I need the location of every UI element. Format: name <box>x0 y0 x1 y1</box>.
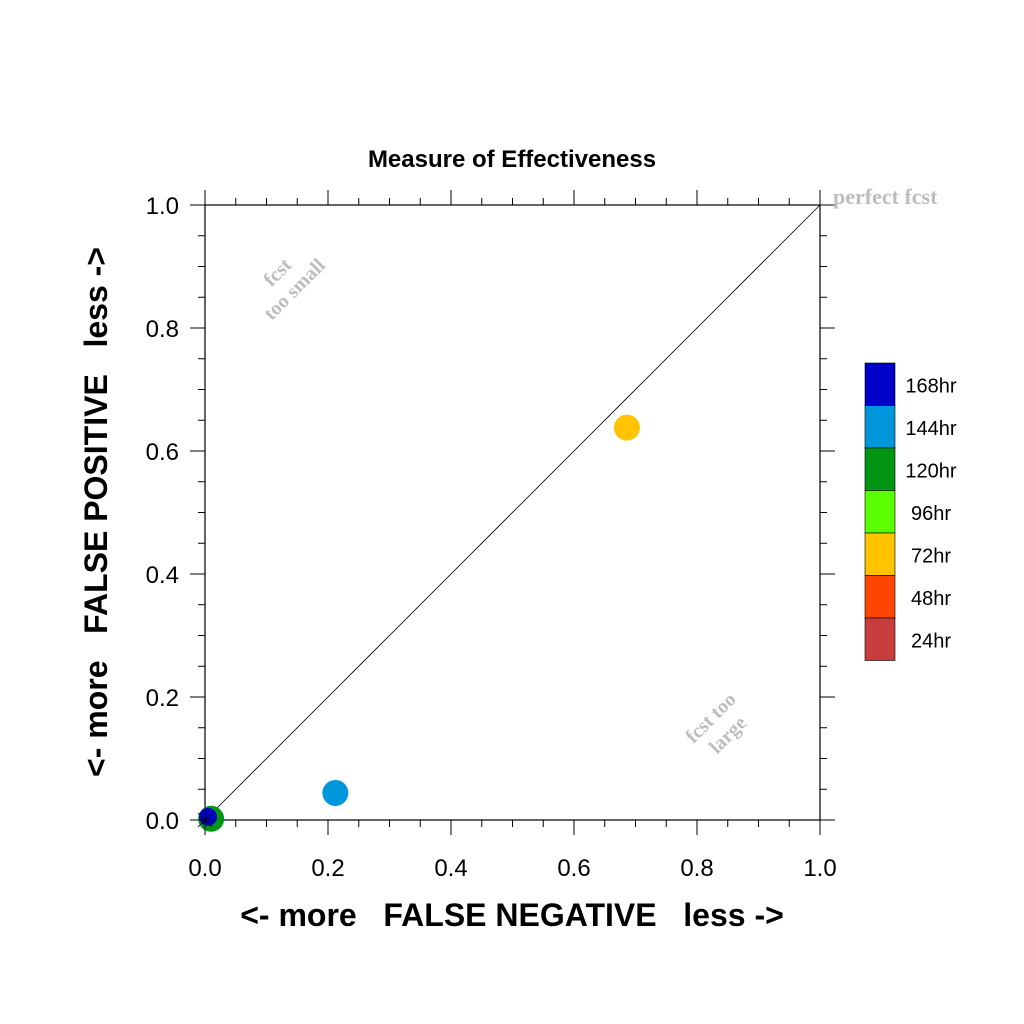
legend-swatch-48hr <box>864 575 896 619</box>
y-tick-label: 0.0 <box>146 808 179 835</box>
x-tick-label: 0.4 <box>434 855 467 882</box>
y-tick-label: 0.4 <box>146 562 179 589</box>
y-axis-label: <- more FALSE POSITIVE less -> <box>78 247 114 777</box>
legend-label-96hr: 96hr <box>911 503 951 525</box>
data-markers <box>198 414 640 832</box>
legend-swatch-96hr <box>864 490 896 534</box>
legend-label-144hr: 144hr <box>905 418 956 440</box>
legend-label-24hr: 24hr <box>911 630 951 652</box>
x-tick-label: 0.0 <box>188 855 221 882</box>
y-tick-label: 0.6 <box>146 439 179 466</box>
legend-label-72hr: 72hr <box>911 545 951 567</box>
y-tick-label: 0.8 <box>146 316 179 343</box>
x-axis-label: <- more FALSE NEGATIVE less -> <box>240 897 784 933</box>
origin-star-stroke <box>197 812 213 828</box>
origin-marker <box>195 810 215 830</box>
legend: 168hr 144hr 120hr 96hr 72hr 48hr 24hr <box>864 362 957 661</box>
x-tick-labels: 0.0 0.2 0.4 0.6 0.8 1.0 <box>188 855 836 882</box>
y-tick-label: 0.2 <box>146 685 179 712</box>
chart-title: Measure of Effectiveness <box>368 146 656 173</box>
legend-swatch-168hr <box>864 362 896 406</box>
legend-swatch-120hr <box>864 447 896 491</box>
legend-label-48hr: 48hr <box>911 588 951 610</box>
legend-swatch-72hr <box>864 532 896 576</box>
marker-144hr <box>322 779 349 806</box>
x-tick-label: 0.2 <box>311 855 344 882</box>
y-tick-labels: 0.0 0.2 0.4 0.6 0.8 1.0 <box>146 193 179 835</box>
x-tick-label: 1.0 <box>803 855 836 882</box>
too-small-annotation: fcst too small <box>259 254 330 325</box>
plot-frame <box>204 204 821 821</box>
y-tick-label: 1.0 <box>146 193 179 220</box>
x-tick-label: 0.8 <box>680 855 713 882</box>
legend-swatch-24hr <box>864 617 896 661</box>
axis-ticks <box>190 190 835 835</box>
too-large-annotation: fcst too large <box>682 689 752 759</box>
legend-label-120hr: 120hr <box>905 460 956 482</box>
x-tick-label: 0.6 <box>557 855 590 882</box>
perfect-forecast-annotation: perfect fcst <box>833 184 938 209</box>
legend-swatch-144hr <box>864 405 896 449</box>
perfect-forecast-line <box>204 204 821 821</box>
legend-label-168hr: 168hr <box>905 375 956 397</box>
marker-72hr <box>613 414 640 441</box>
